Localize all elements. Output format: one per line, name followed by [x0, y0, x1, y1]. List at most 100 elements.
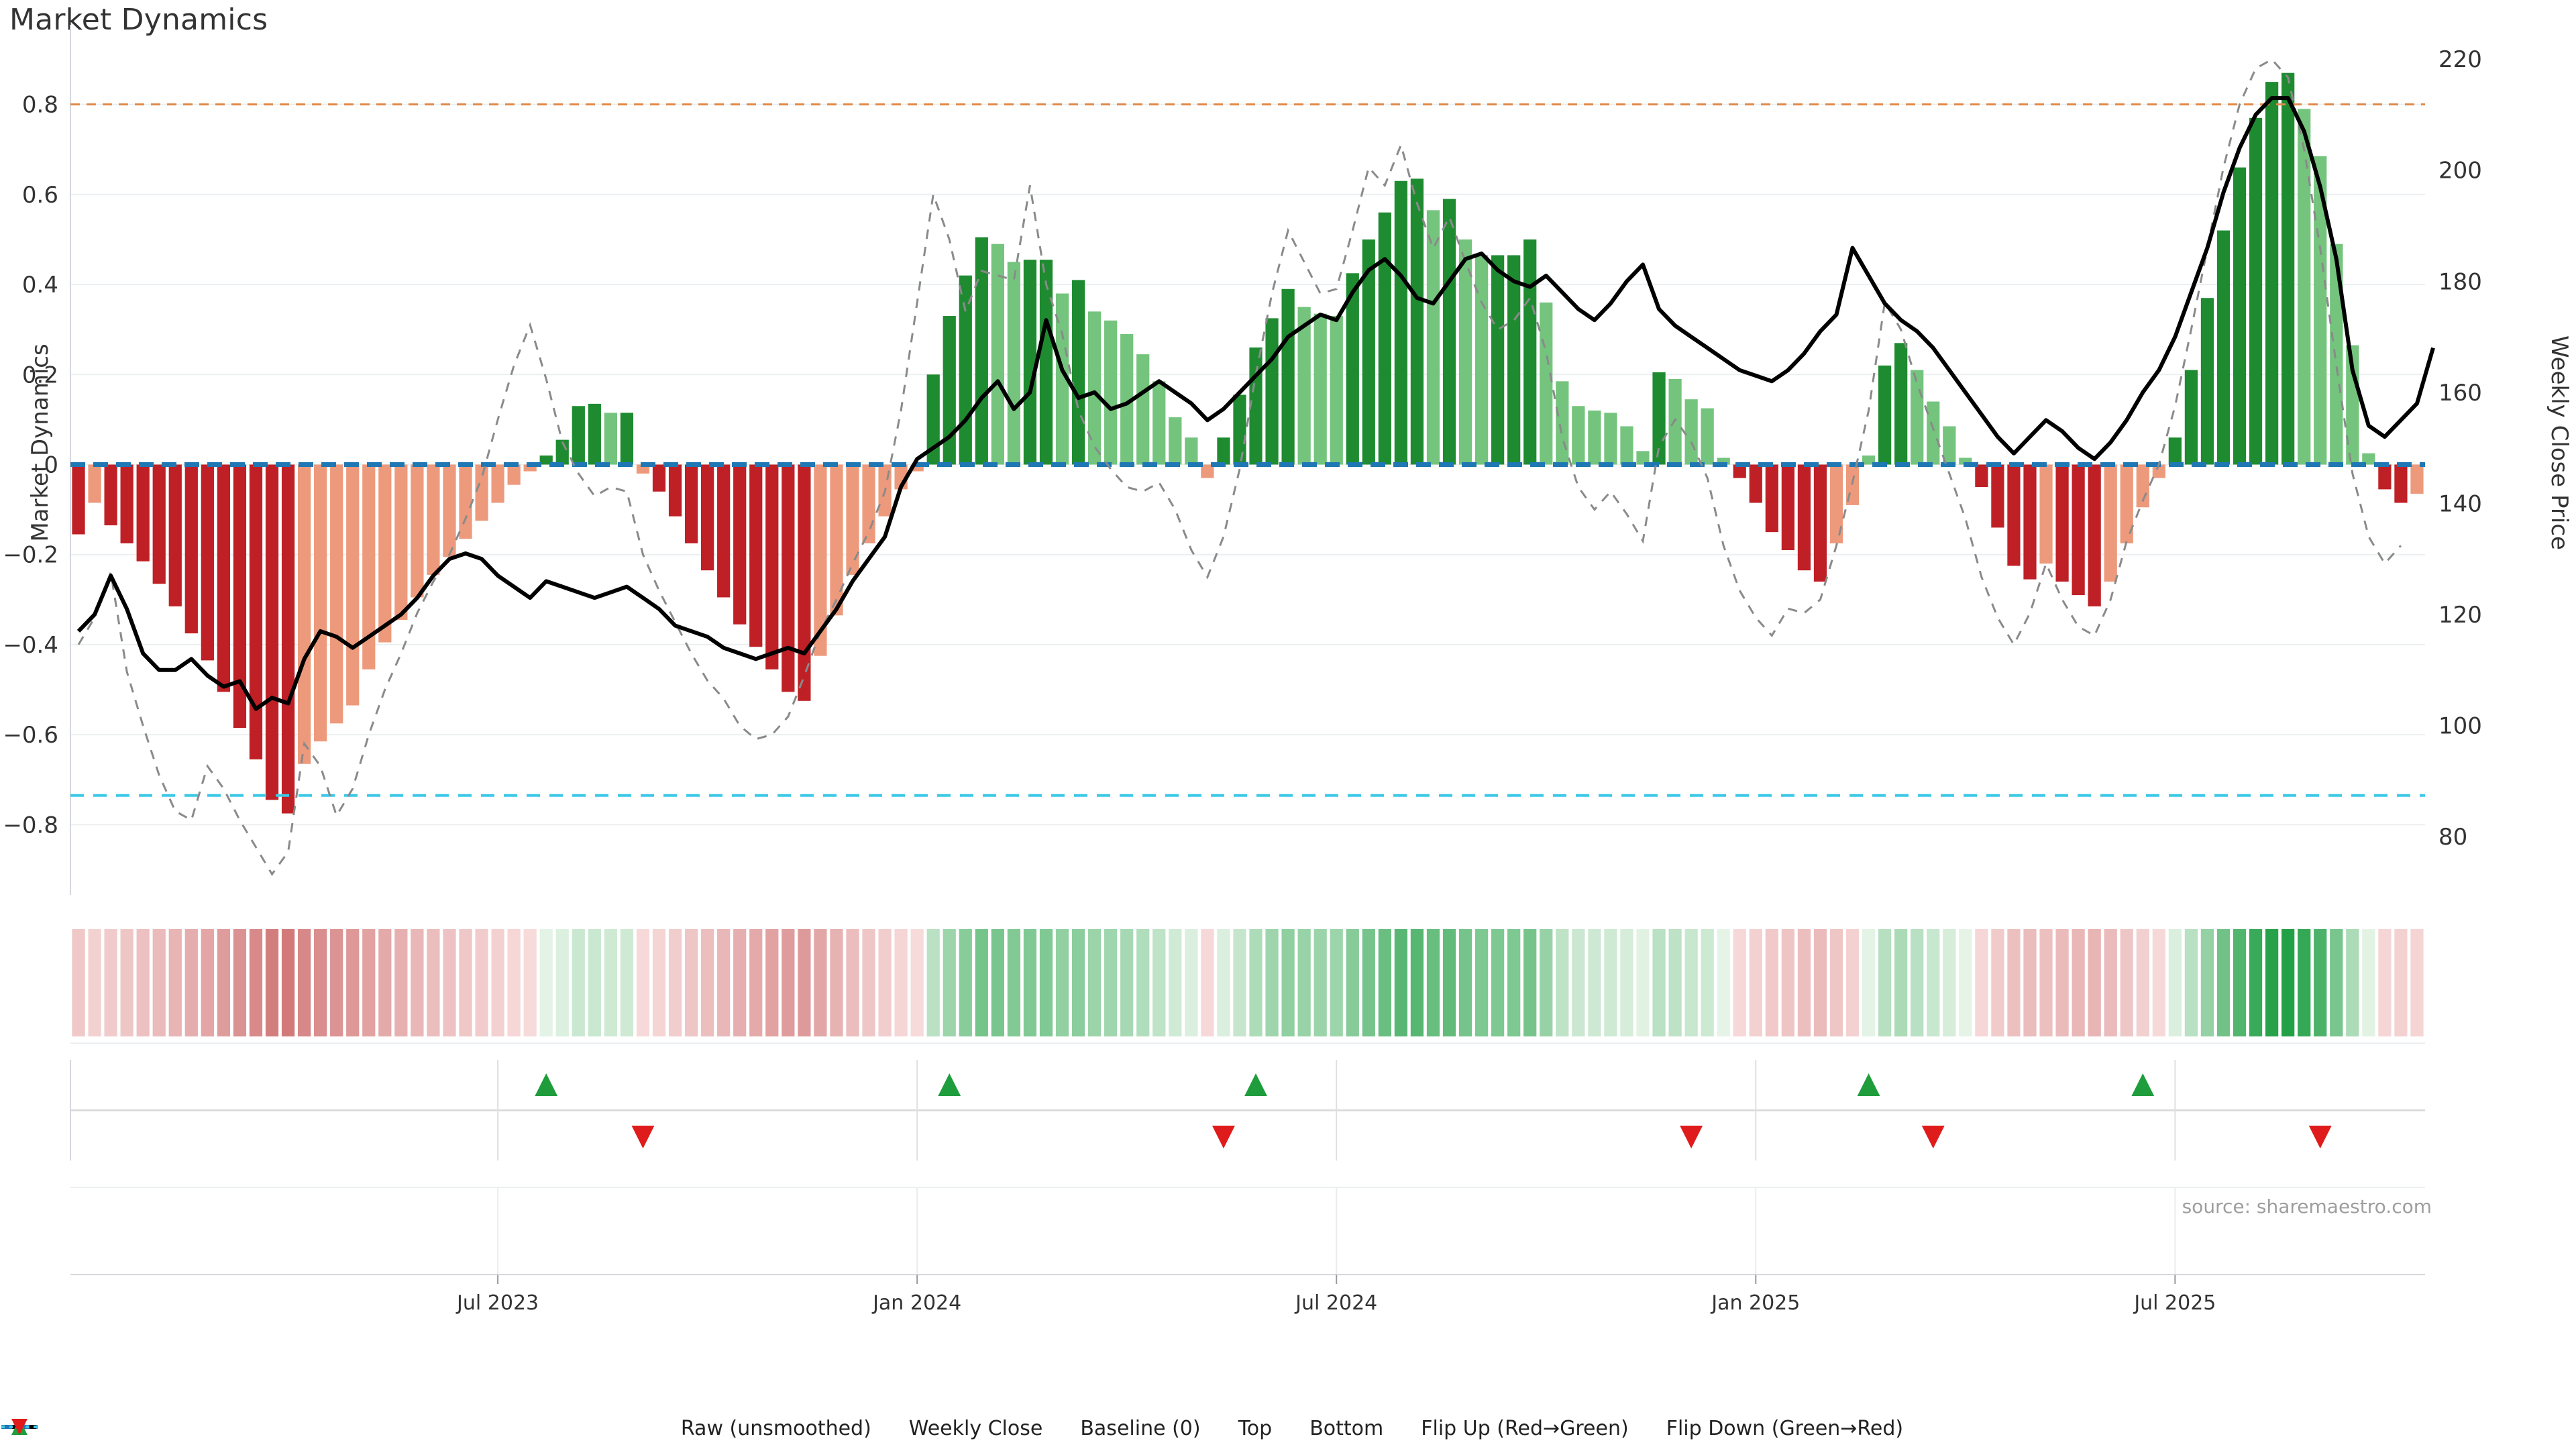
heatmap-cell: [701, 929, 714, 1036]
heatmap-cell: [2023, 929, 2037, 1036]
legend-item-baseline[interactable]: Baseline (0): [1, 1417, 1201, 1440]
heatmap-cell: [1007, 929, 1021, 1036]
heatmap-cell: [411, 929, 424, 1036]
x-axis-tick: Jul 2023: [455, 1291, 539, 1315]
market-dynamics-bar: [378, 464, 392, 643]
heatmap-cell: [2346, 929, 2359, 1036]
heatmap-cell: [1765, 929, 1778, 1036]
market-dynamics-bar: [2249, 117, 2263, 465]
heatmap-cell: [1281, 929, 1295, 1036]
heatmap-cell: [475, 929, 488, 1036]
heatmap-cell: [1249, 929, 1263, 1036]
market-dynamics-bar: [910, 464, 924, 472]
market-dynamics-bar: [1636, 451, 1650, 465]
heatmap-cell: [201, 929, 214, 1036]
market-dynamics-bar: [2233, 167, 2247, 465]
market-dynamics-bar: [652, 464, 666, 492]
legend-item-top[interactable]: Top: [1, 1417, 1273, 1440]
heatmap-cell: [2136, 929, 2149, 1036]
heatmap-cell: [1458, 929, 1472, 1036]
market-dynamics-bar: [975, 237, 988, 465]
legend-item-label: Top: [1238, 1417, 1273, 1440]
market-dynamics-bar: [2362, 453, 2375, 465]
heatmap-cell: [2088, 929, 2101, 1036]
market-dynamics-bar: [782, 464, 795, 692]
market-dynamics-bar: [620, 413, 634, 465]
market-dynamics-bar: [1652, 372, 1666, 465]
market-dynamics-bar: [1217, 437, 1230, 465]
market-dynamics-bar: [2104, 464, 2117, 582]
market-dynamics-bar: [572, 406, 585, 465]
heatmap-cell: [2362, 929, 2375, 1036]
heatmap-cell: [330, 929, 343, 1036]
heatmap-cell: [1684, 929, 1698, 1036]
market-dynamics-bar: [1829, 464, 1843, 543]
heatmap-cell: [1346, 929, 1359, 1036]
market-dynamics-bar: [2023, 464, 2037, 580]
heatmap-cell: [846, 929, 859, 1036]
market-dynamics-bar: [733, 464, 747, 625]
heatmap-cell: [1588, 929, 1601, 1036]
market-dynamics-bar: [2410, 464, 2424, 494]
legend-item-flip-up[interactable]: Flip Up (Red→Green): [11, 1417, 1629, 1440]
chart-legend: Raw (unsmoothed) Weekly Close Baseline (0)…: [0, 1417, 2576, 1440]
market-dynamics-bar: [1813, 464, 1827, 582]
heatmap-cell: [2410, 929, 2424, 1036]
flip-down-marker: [2308, 1126, 2332, 1148]
market-dynamics-bar: [1991, 464, 2004, 528]
market-dynamics-bar: [1442, 199, 1456, 465]
legend-item-label: Bottom: [1309, 1417, 1384, 1440]
market-dynamics-bar: [1007, 262, 1021, 465]
market-dynamics-bar: [588, 403, 601, 465]
heatmap-cell: [1845, 929, 1860, 1036]
market-dynamics-bar: [1507, 255, 1521, 465]
flip-up-marker: [1857, 1073, 1880, 1096]
heatmap-cell: [1410, 929, 1424, 1036]
market-dynamics-bar: [88, 464, 101, 503]
market-dynamics-bar: [1588, 410, 1601, 465]
market-dynamics-bar: [2136, 464, 2149, 508]
market-dynamics-bar: [943, 316, 956, 465]
market-dynamics-bar: [959, 275, 972, 465]
heatmap-cell: [1217, 929, 1230, 1036]
heatmap-cell: [991, 929, 1004, 1036]
heatmap-cell: [88, 929, 101, 1036]
y-axis-tick-left: −0.4: [3, 632, 58, 659]
y-axis-tick-left: 0.2: [22, 362, 58, 388]
legend-item-bottom[interactable]: Bottom: [1, 1417, 1384, 1440]
heatmap-cell: [1540, 929, 1553, 1036]
legend-item-flip-down[interactable]: Flip Down (Green→Red): [11, 1417, 1903, 1440]
heatmap-cell: [1523, 929, 1537, 1036]
market-dynamics-bar: [1120, 333, 1134, 465]
market-dynamics-bar: [2007, 464, 2021, 566]
market-dynamics-bar: [2088, 464, 2101, 606]
market-dynamics-bar: [1410, 178, 1424, 465]
heatmap-cell: [314, 929, 327, 1036]
market-dynamics-bar: [507, 464, 521, 485]
heatmap-cell: [491, 929, 504, 1036]
heatmap-cell: [2152, 929, 2165, 1036]
market-dynamics-bar: [2394, 464, 2408, 503]
heatmap-cell: [959, 929, 972, 1036]
heatmap-cell: [2233, 929, 2247, 1036]
market-dynamics-bar: [1975, 464, 1988, 488]
heatmap-cell: [1330, 929, 1343, 1036]
heatmap-cell: [1136, 929, 1150, 1036]
market-dynamics-bar: [798, 464, 811, 701]
heatmap-cell: [1039, 929, 1053, 1036]
heatmap-cell: [1394, 929, 1408, 1036]
heatmap-cell: [459, 929, 472, 1036]
market-dynamics-bar: [1281, 288, 1295, 465]
market-dynamics-bar: [1297, 307, 1311, 465]
x-axis-tick: Jan 2024: [871, 1291, 961, 1315]
market-dynamics-bar: [1087, 311, 1102, 465]
market-dynamics-bar: [1185, 437, 1198, 465]
market-dynamics-bar: [684, 464, 698, 543]
legend-item-weekly-close[interactable]: Weekly Close: [1, 1417, 1042, 1440]
heatmap-cell: [1426, 929, 1440, 1036]
market-dynamics-bar: [1572, 406, 1585, 465]
legend-item-raw-unsmoothed[interactable]: Raw (unsmoothed): [1, 1417, 871, 1440]
heatmap-cell: [1169, 929, 1182, 1036]
market-dynamics-bar: [346, 464, 360, 706]
market-dynamics-bar: [120, 464, 133, 543]
